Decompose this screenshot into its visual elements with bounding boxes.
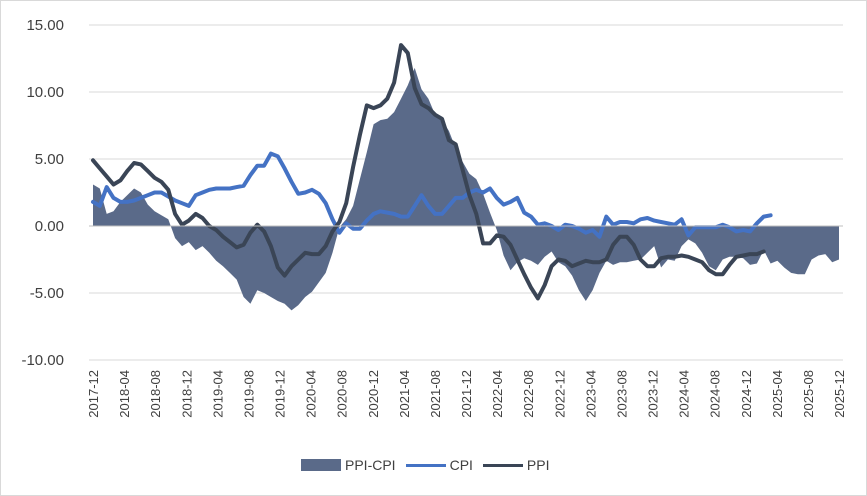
y-tick-label: 10.00: [26, 84, 64, 101]
x-tick-label: 2022-12: [552, 370, 567, 418]
y-tick-label: 0.00: [35, 218, 64, 235]
x-tick-label: 2020-12: [366, 370, 381, 418]
legend-item-ppi-cpi: PPI-CPI: [301, 457, 396, 473]
x-tick-label: 2024-04: [677, 370, 692, 418]
x-tick-label: 2025-08: [801, 370, 816, 418]
x-tick-label: 2023-04: [583, 370, 598, 418]
legend-label-cpi: CPI: [449, 457, 473, 473]
x-tick-label: 2018-08: [148, 370, 163, 418]
legend-label-ppi: PPI: [526, 457, 550, 473]
legend-item-ppi: PPI: [482, 457, 550, 473]
x-tick-label: 2022-08: [521, 370, 536, 418]
axis-layer: 15.00 10.00 5.00 0.00 -5.00 -10.00 2017-12 2018…: [21, 17, 847, 418]
series-line-cpi: [91, 151, 773, 239]
x-tick-label: 2021-12: [459, 370, 474, 418]
line-layer: [91, 43, 773, 301]
x-tick-label: 2025-12: [832, 370, 847, 418]
legend-item-cpi: CPI: [405, 457, 473, 473]
x-tick-label: 2019-08: [241, 370, 256, 418]
x-tick-label: 2019-12: [273, 370, 288, 418]
x-tick-label: 2023-12: [646, 370, 661, 418]
x-tick-label: 2021-08: [428, 370, 443, 418]
x-tick-label: 2023-08: [614, 370, 629, 418]
legend-swatch-ppi: [482, 463, 523, 467]
x-tick-label: 2020-04: [304, 370, 319, 418]
x-tick-label: 2020-08: [335, 370, 350, 418]
x-tick-label: 2019-04: [210, 370, 225, 418]
legend-swatch-cpi: [405, 463, 446, 467]
x-tick-label: 2024-08: [708, 370, 723, 418]
x-tick-label: 2022-04: [490, 370, 505, 418]
x-tick-label: 2018-12: [179, 370, 194, 418]
y-tick-label: 15.00: [26, 17, 64, 34]
series-line-ppi: [91, 43, 766, 301]
y-tick-label: -10.00: [21, 352, 64, 369]
x-tick-label: 2018-04: [117, 370, 132, 418]
legend: PPI-CPI CPI PPI: [301, 457, 560, 473]
y-tick-label: -5.00: [30, 285, 64, 302]
legend-swatch-ppi-cpi: [301, 459, 341, 471]
x-tick-label: 2017-12: [86, 370, 101, 418]
x-tick-label: 2021-04: [397, 370, 412, 418]
legend-label-ppi-cpi: PPI-CPI: [345, 457, 396, 473]
x-tick-label: 2024-12: [739, 370, 754, 418]
y-tick-label: 5.00: [35, 151, 64, 168]
x-tick-label: 2025-04: [770, 370, 785, 418]
